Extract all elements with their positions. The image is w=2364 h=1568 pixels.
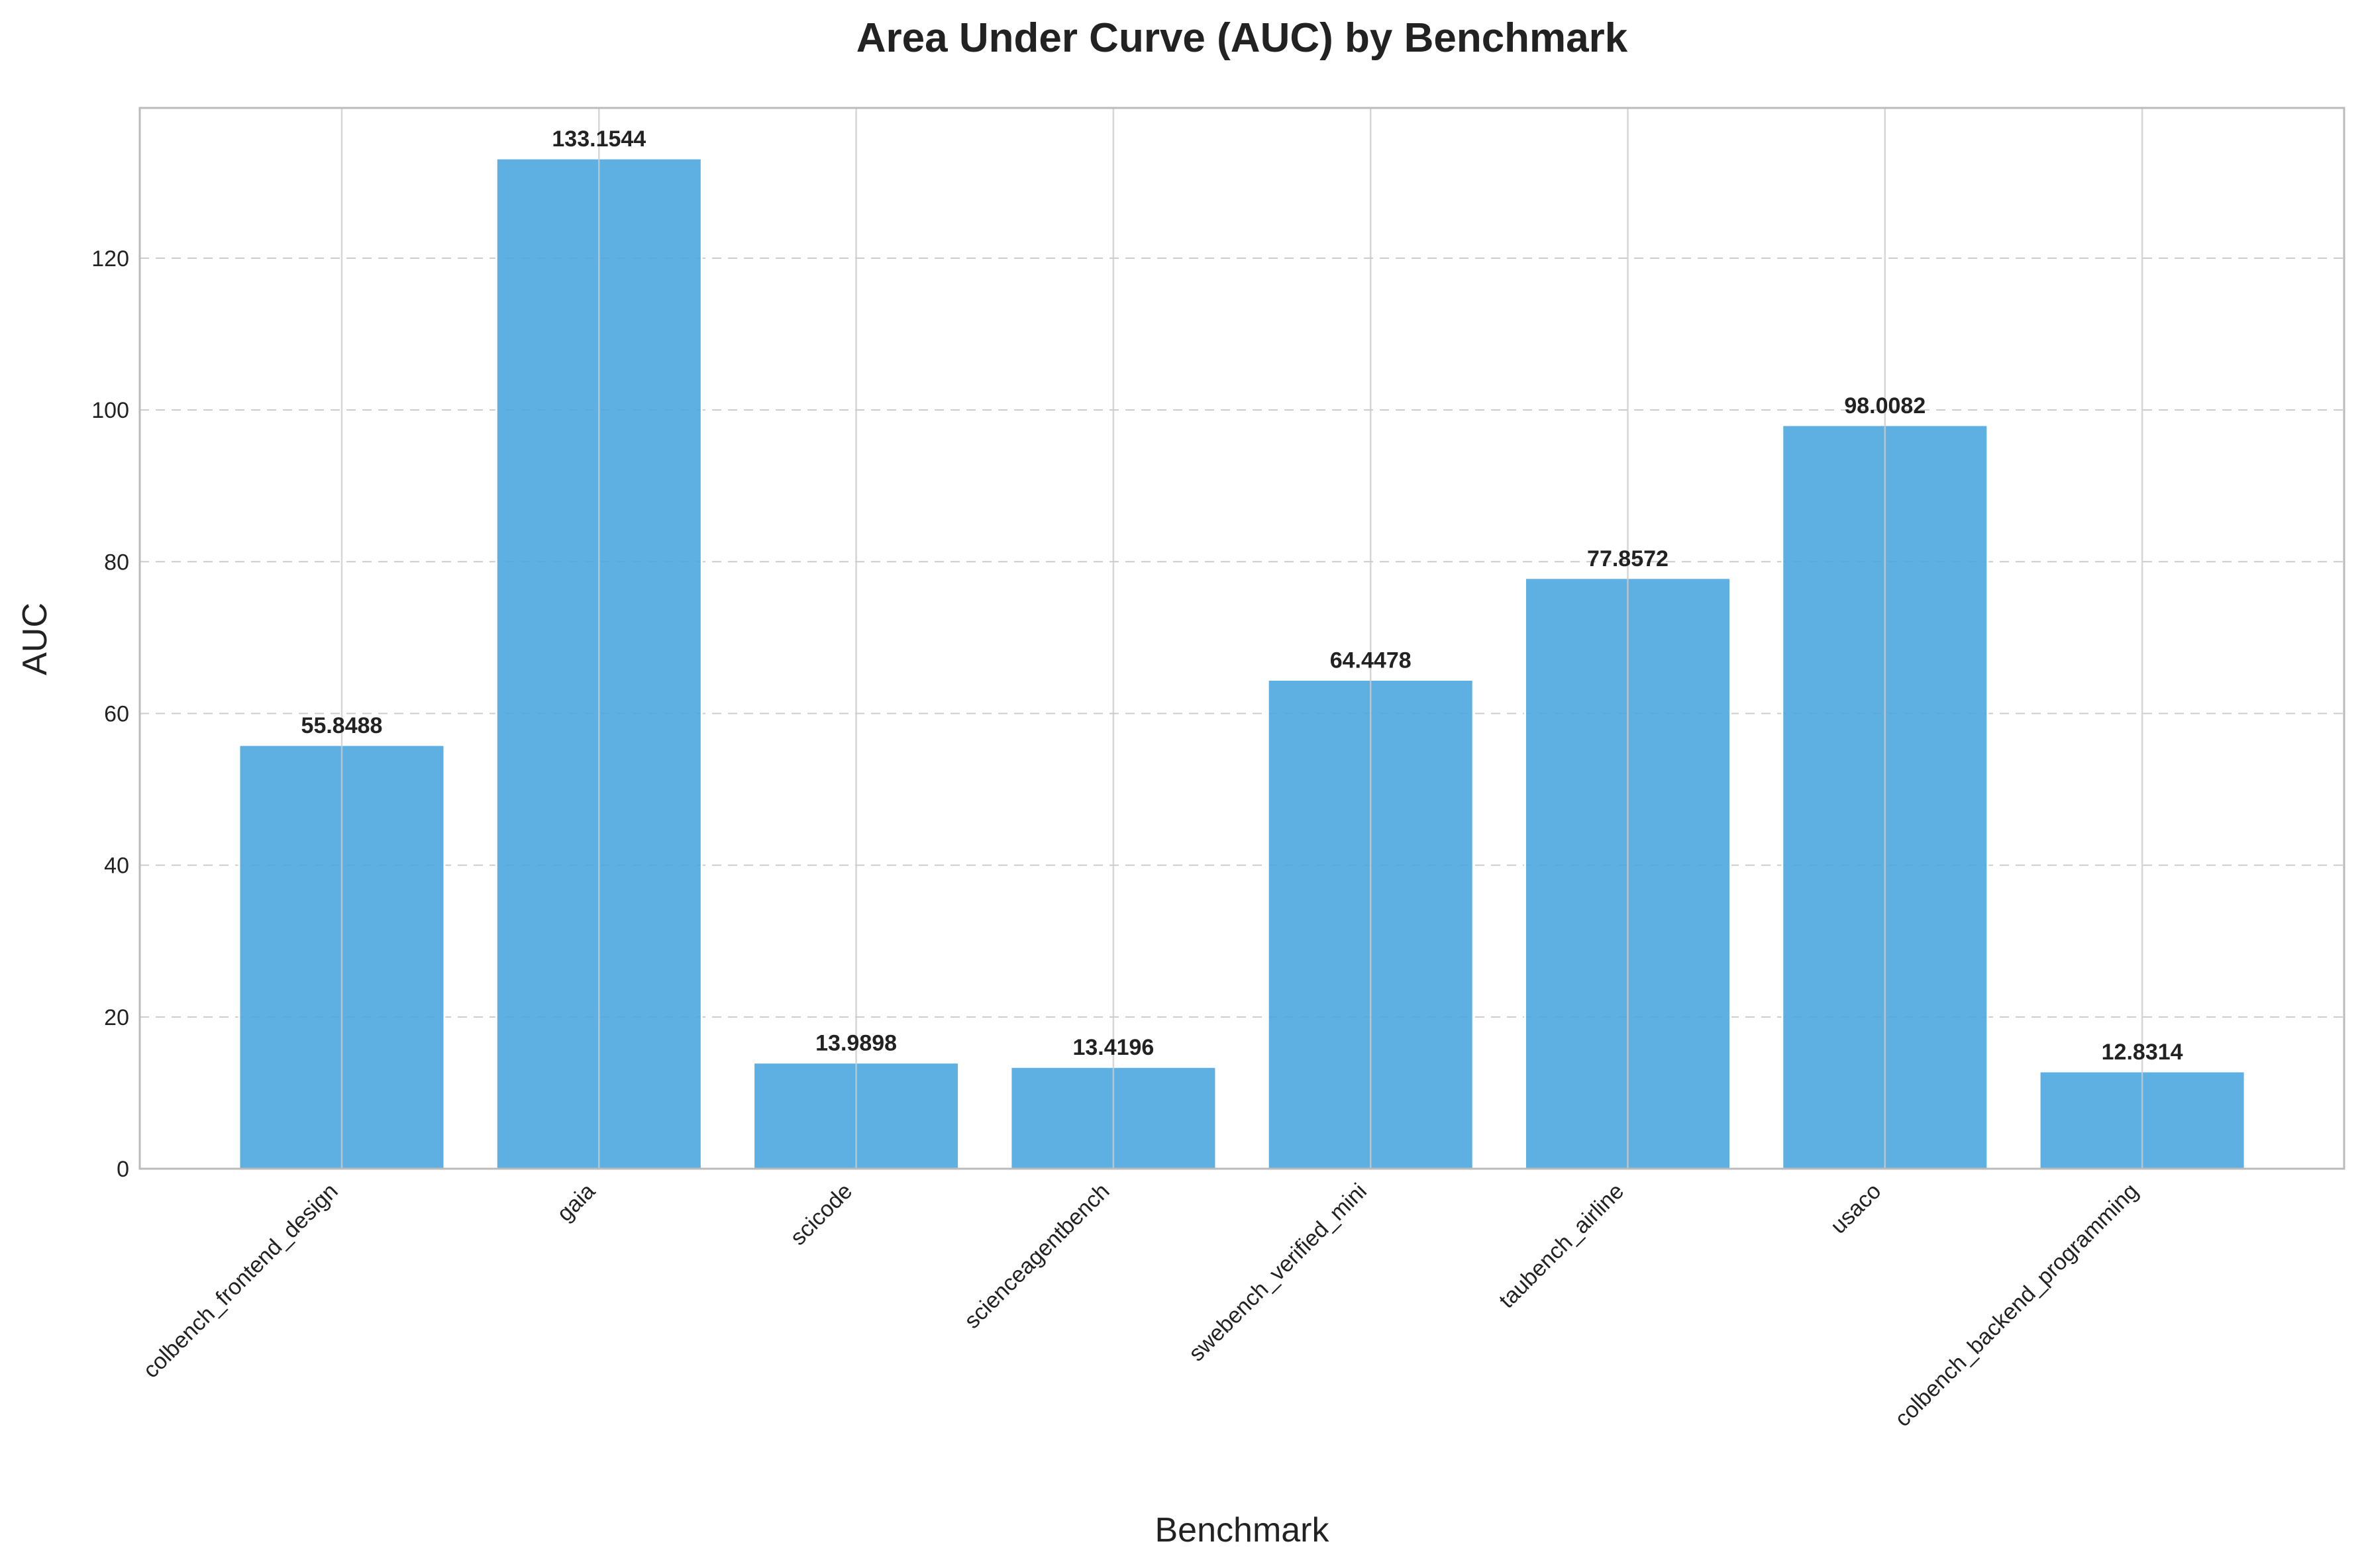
y-axis-label: AUC (16, 603, 54, 675)
data-label: 133.1544 (552, 126, 646, 152)
y-tick-label: 0 (117, 1157, 129, 1182)
data-label: 13.9898 (815, 1031, 897, 1056)
x-axis-label: Benchmark (1155, 1511, 1330, 1549)
plot-frame (138, 107, 2345, 1170)
x-tick-label: swebench_verified_mini (1184, 1179, 1371, 1366)
y-tick-label: 80 (104, 550, 129, 575)
y-tick-label: 20 (104, 1005, 129, 1030)
y-tick-label: 40 (104, 854, 129, 879)
data-label: 77.8572 (1587, 546, 1669, 571)
y-axis-ticks: 0 20 40 60 80 100 120 (91, 246, 129, 1182)
data-labels: 55.8488 133.1544 13.9898 13.4196 64.4478 77.8… (301, 126, 2183, 1065)
y-tick-label: 100 (91, 398, 129, 423)
gridlines (140, 257, 2344, 1018)
chart-title: Area Under Curve (AUC) by Benchmark (856, 15, 1628, 61)
y-tick-label: 60 (104, 701, 129, 726)
x-tick-label: gaia (552, 1179, 600, 1226)
data-label: 98.0082 (1844, 393, 1926, 418)
x-tick-label: taubench_airline (1494, 1179, 1629, 1313)
x-tick-label: usaco (1825, 1179, 1886, 1239)
x-tick-label: scienceagentbench (959, 1179, 1114, 1334)
x-axis-ticks: colbench_frontend_design gaia scicode scien… (138, 1179, 2143, 1432)
vertical-gridlines (340, 108, 2143, 1169)
data-label: 13.4196 (1072, 1035, 1154, 1060)
x-tick-label: colbench_backend_programming (1890, 1179, 2143, 1432)
data-label: 12.8314 (2102, 1040, 2183, 1065)
data-label: 64.4478 (1330, 648, 1412, 673)
x-tick-label: colbench_frontend_design (138, 1179, 343, 1383)
data-label: 55.8488 (301, 713, 383, 738)
y-tick-label: 120 (91, 246, 129, 271)
x-tick-label: scicode (786, 1179, 857, 1250)
